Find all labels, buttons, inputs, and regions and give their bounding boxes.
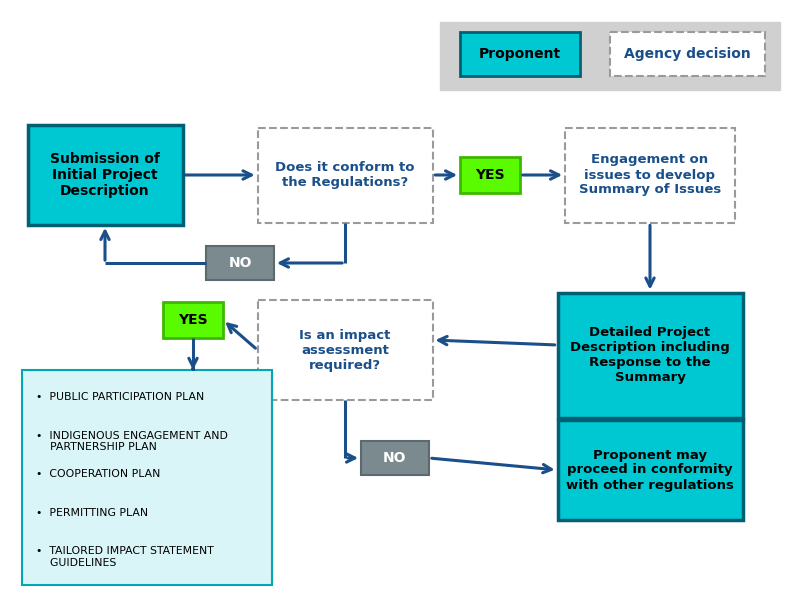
Text: Proponent: Proponent [479, 47, 561, 61]
Text: Is an impact
assessment
required?: Is an impact assessment required? [299, 329, 390, 371]
Text: •  PUBLIC PARTICIPATION PLAN: • PUBLIC PARTICIPATION PLAN [36, 392, 204, 402]
Text: YES: YES [178, 313, 208, 327]
FancyBboxPatch shape [440, 22, 780, 90]
FancyBboxPatch shape [163, 302, 223, 338]
Text: Agency decision: Agency decision [624, 47, 751, 61]
Text: •  PERMITTING PLAN: • PERMITTING PLAN [36, 508, 148, 518]
Text: Engagement on
issues to develop
Summary of Issues: Engagement on issues to develop Summary … [579, 154, 721, 196]
FancyBboxPatch shape [460, 32, 580, 76]
FancyBboxPatch shape [27, 125, 182, 225]
FancyBboxPatch shape [258, 300, 433, 400]
Text: •  INDIGENOUS ENGAGEMENT AND
    PARTNERSHIP PLAN: • INDIGENOUS ENGAGEMENT AND PARTNERSHIP … [36, 431, 228, 452]
FancyBboxPatch shape [22, 370, 272, 585]
Text: Proponent may
proceed in conformity
with other regulations: Proponent may proceed in conformity with… [566, 448, 734, 492]
Text: •  TAILORED IMPACT STATEMENT
    GUIDELINES: • TAILORED IMPACT STATEMENT GUIDELINES [36, 546, 214, 568]
Text: NO: NO [228, 256, 252, 270]
FancyBboxPatch shape [565, 127, 735, 223]
FancyBboxPatch shape [610, 32, 765, 76]
FancyBboxPatch shape [258, 127, 433, 223]
FancyBboxPatch shape [558, 293, 742, 417]
FancyBboxPatch shape [361, 441, 429, 475]
Text: YES: YES [475, 168, 505, 182]
FancyBboxPatch shape [558, 420, 742, 520]
Text: •  COOPERATION PLAN: • COOPERATION PLAN [36, 469, 160, 479]
Text: Does it conform to
the Regulations?: Does it conform to the Regulations? [275, 161, 414, 189]
FancyBboxPatch shape [460, 157, 520, 193]
Text: Detailed Project
Description including
Response to the
Summary: Detailed Project Description including R… [570, 326, 730, 384]
FancyBboxPatch shape [206, 246, 274, 280]
Text: Submission of
Initial Project
Description: Submission of Initial Project Descriptio… [50, 152, 160, 198]
Text: NO: NO [383, 451, 406, 465]
